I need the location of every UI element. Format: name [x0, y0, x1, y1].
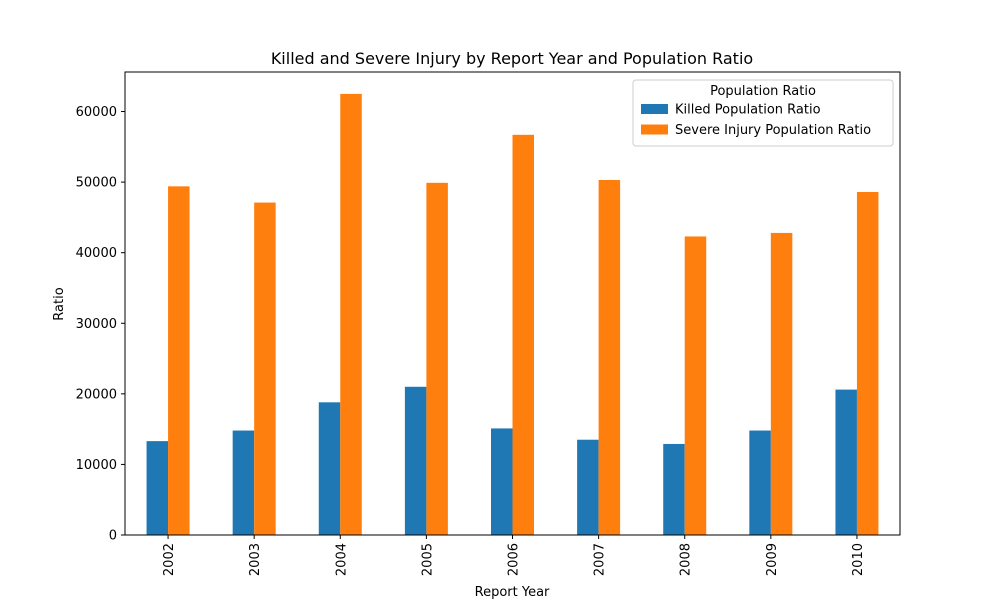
x-tick-label-2009: 2009 — [765, 543, 780, 576]
plot-area — [124, 71, 901, 536]
bar-severe-injury-2003 — [254, 202, 276, 535]
x-tick-label-2010: 2010 — [851, 543, 866, 576]
y-tick-label-30000: 30000 — [76, 317, 117, 332]
y-tick-label-20000: 20000 — [76, 387, 117, 402]
legend: Population Ratio Killed Population Ratio S… — [632, 79, 894, 147]
bar-severe-injury-2006 — [512, 134, 534, 535]
x-axis-label: Report Year — [475, 585, 550, 600]
bar-killed-2009 — [749, 430, 771, 535]
bar-killed-2008 — [663, 443, 685, 535]
x-axis: 2002 2003 2004 2005 2006 2007 2008 2009 2010 — [162, 535, 866, 576]
bar-killed-2003 — [232, 430, 255, 535]
bar-severe-injury-2010 — [856, 191, 879, 536]
bar-severe-injury-2008 — [684, 236, 707, 535]
y-tick-label-10000: 10000 — [76, 458, 117, 473]
bar-killed-2004 — [318, 402, 341, 535]
x-tick-label-2006: 2006 — [507, 543, 522, 576]
legend-label-killed: Killed Population Ratio — [675, 103, 821, 118]
bar-severe-injury-2005 — [426, 182, 448, 535]
y-tick-label-40000: 40000 — [76, 246, 117, 261]
y-axis: 0 10000 20000 30000 40000 50000 60000 — [76, 105, 125, 544]
y-tick-label-0: 0 — [109, 529, 117, 544]
y-tick-label-60000: 60000 — [76, 105, 117, 120]
bar-killed-2005 — [404, 386, 427, 535]
bar-severe-injury-2007 — [598, 179, 621, 536]
bar-killed-2006 — [491, 428, 513, 535]
legend-label-severe-injury: Severe Injury Population Ratio — [675, 123, 871, 138]
bar-severe-injury-2009 — [770, 232, 793, 536]
legend-title: Population Ratio — [710, 84, 816, 99]
bar-killed-2002 — [146, 441, 169, 535]
bar-killed-2007 — [577, 439, 599, 535]
legend-swatch-severe-injury — [641, 124, 668, 135]
x-tick-label-2008: 2008 — [679, 543, 694, 576]
legend-box — [632, 79, 894, 147]
y-tick-label-50000: 50000 — [76, 176, 117, 191]
x-tick-label-2004: 2004 — [334, 543, 349, 576]
x-tick-label-2007: 2007 — [593, 543, 608, 576]
bar-severe-injury-2004 — [340, 93, 362, 535]
x-tick-label-2003: 2003 — [248, 543, 263, 576]
bar-killed-2010 — [835, 389, 857, 535]
x-tick-label-2002: 2002 — [162, 543, 177, 576]
x-tick-label-2005: 2005 — [420, 543, 435, 576]
legend-swatch-killed — [641, 104, 668, 114]
y-axis-label: Ratio — [52, 287, 67, 320]
chart-title: Killed and Severe Injury by Report Year … — [271, 49, 753, 68]
bar-severe-injury-2002 — [168, 186, 190, 535]
